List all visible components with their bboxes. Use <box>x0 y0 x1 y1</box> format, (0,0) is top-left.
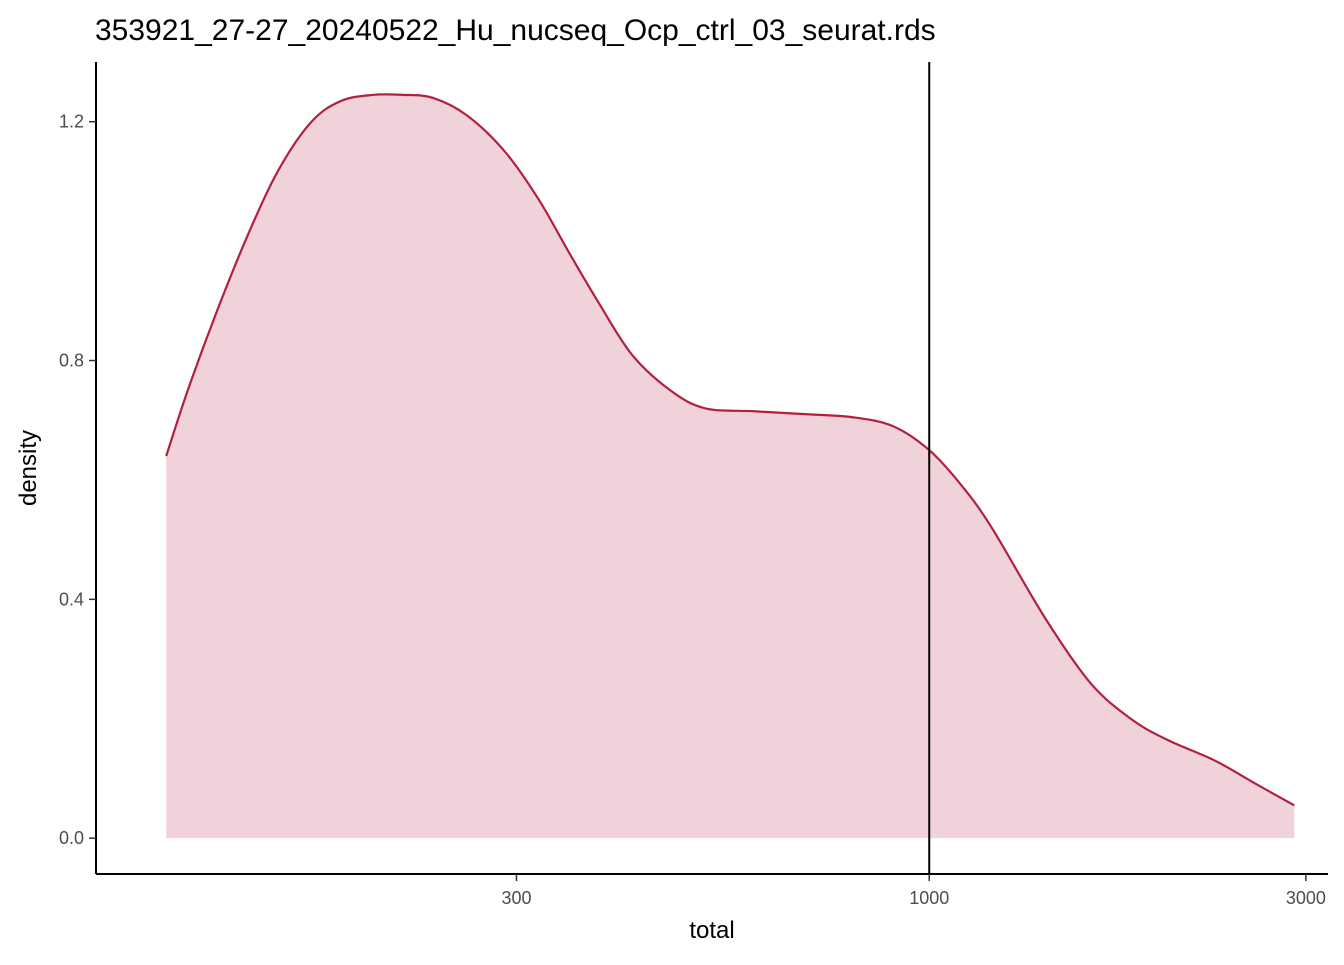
chart-title: 353921_27-27_20240522_Hu_nucseq_Ocp_ctrl… <box>95 14 936 47</box>
y-tick-label: 0.4 <box>59 589 84 609</box>
y-axis-title: density <box>15 430 42 506</box>
density-curve <box>165 93 1295 807</box>
y-tick-label: 0.8 <box>59 351 84 371</box>
y-tick-label: 0.0 <box>59 828 84 848</box>
x-tick-label: 300 <box>501 888 531 908</box>
plot-area <box>165 62 1295 874</box>
y-tick-label: 1.2 <box>59 112 84 132</box>
density-area-fill <box>166 94 1295 839</box>
axes: 0.0 0.4 0.8 1.2 300 1000 3000 <box>59 62 1328 908</box>
x-axis-title: total <box>689 917 734 944</box>
x-tick-label: 1000 <box>909 888 949 908</box>
x-tick-label: 3000 <box>1286 888 1326 908</box>
